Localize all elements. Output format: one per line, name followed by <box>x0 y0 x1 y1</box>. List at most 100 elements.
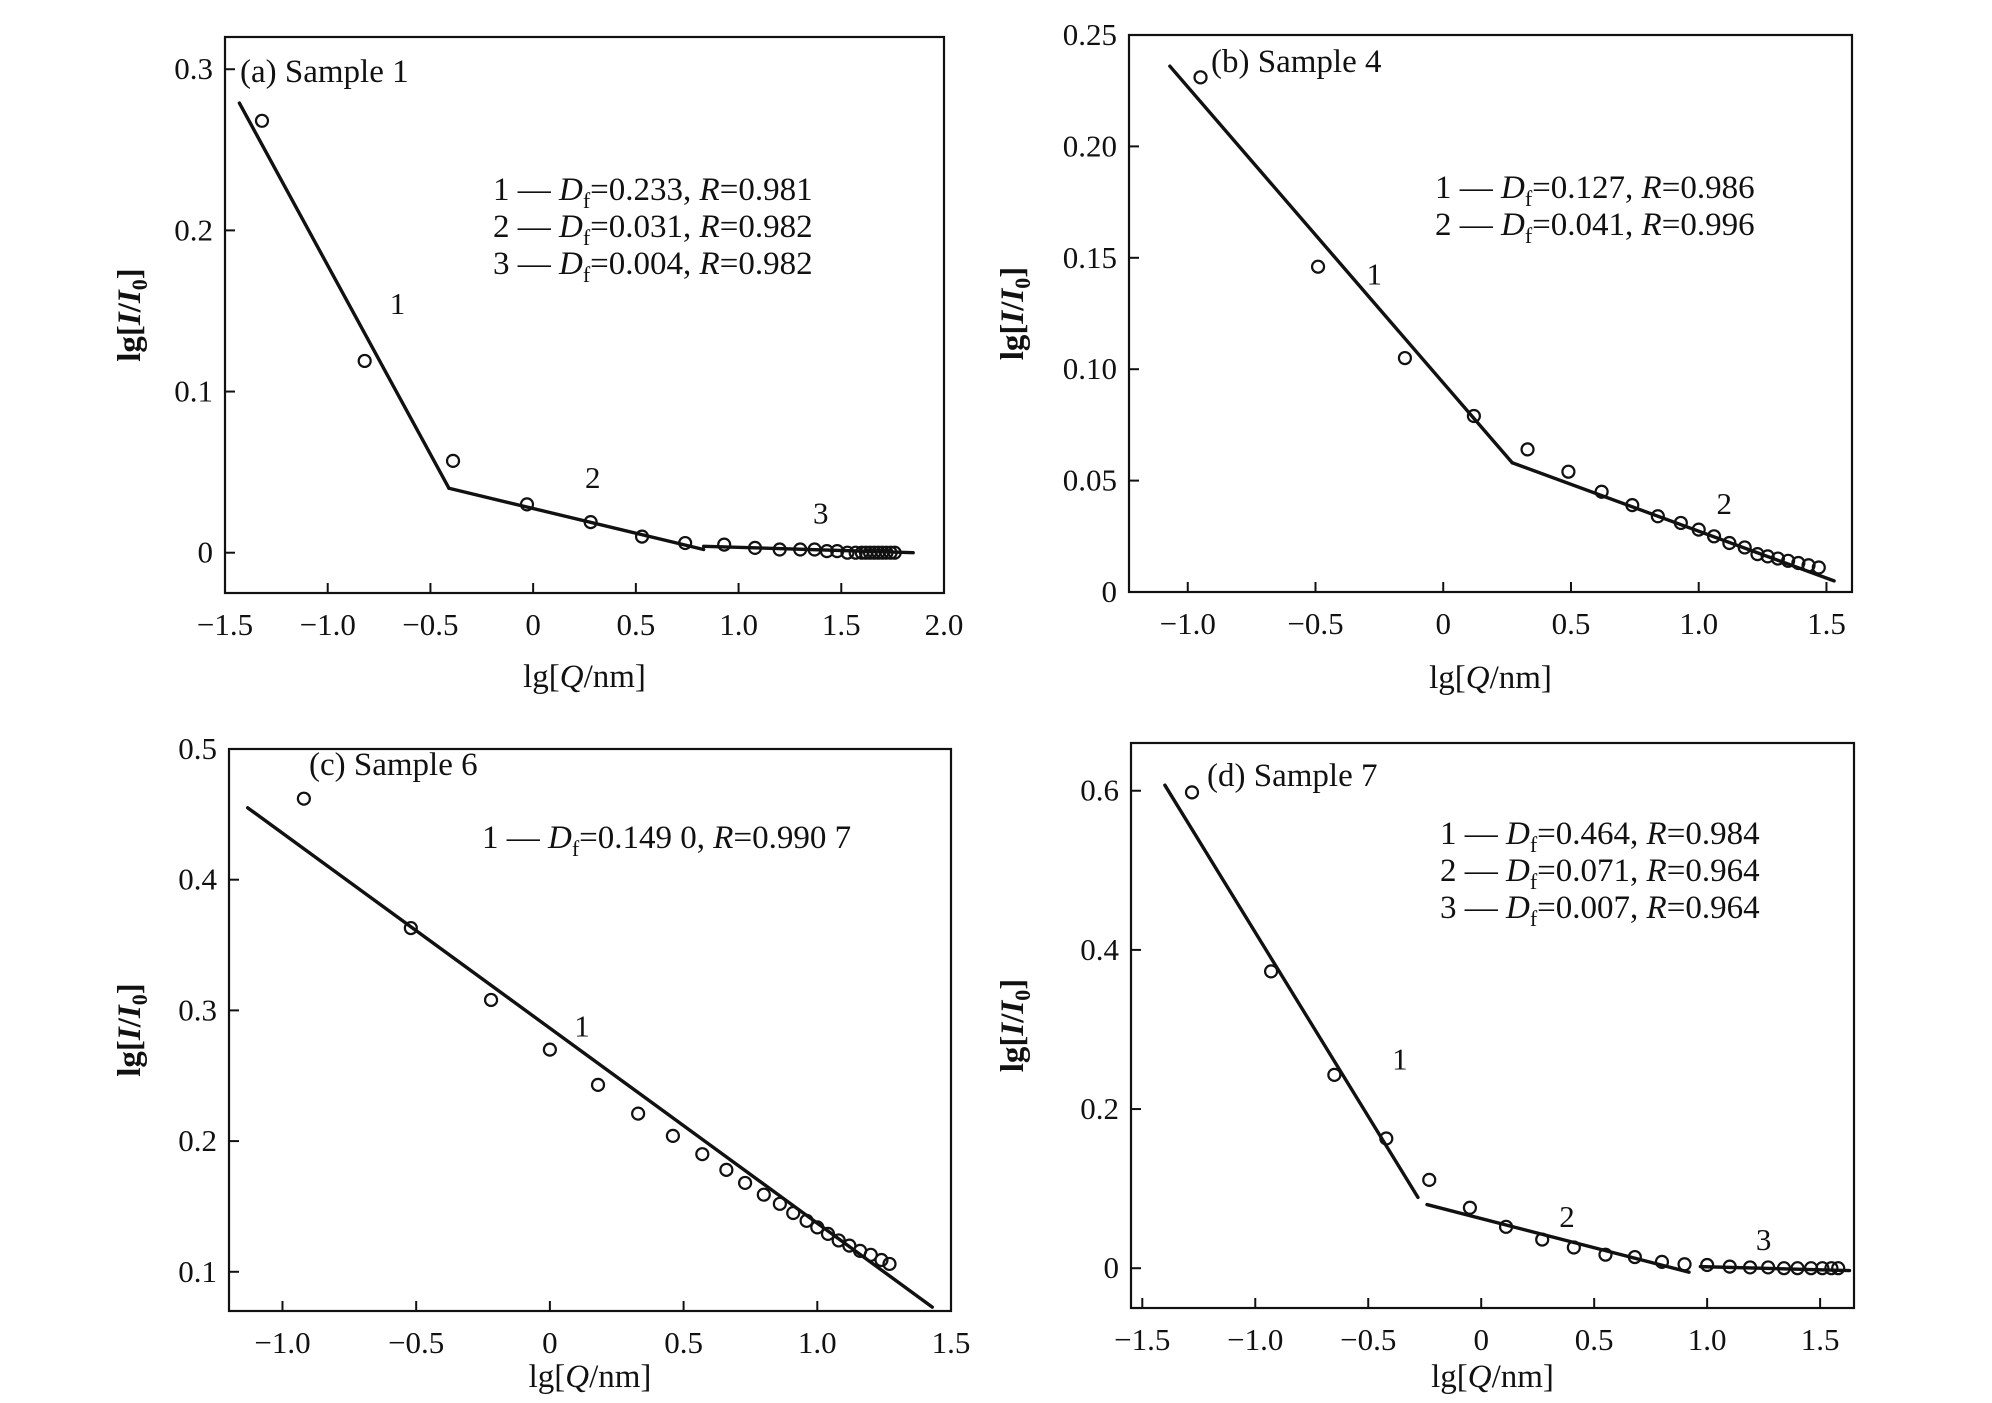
x-tick-label: 0.5 <box>1575 1322 1614 1357</box>
fit-line-2 <box>1510 461 1836 583</box>
data-point <box>483 992 499 1008</box>
fit-line-1 <box>237 101 451 490</box>
data-point <box>848 545 863 560</box>
data-point <box>590 1077 606 1092</box>
data-point <box>799 1213 814 1228</box>
data-point <box>1310 259 1326 274</box>
data-point <box>756 1187 771 1202</box>
fit-label-3: 3 <box>1756 1222 1772 1257</box>
y-tick-label: 0.10 <box>1063 351 1117 386</box>
legend-entry-3: 3 — Df=0.004, R=0.982 <box>493 246 813 287</box>
fit-line-2 <box>447 486 706 552</box>
x-tick-label: −0.5 <box>1340 1322 1396 1357</box>
y-tick-label: 0.3 <box>178 992 217 1027</box>
fit-label-3: 3 <box>813 496 829 531</box>
x-tick-label: −1.0 <box>254 1325 310 1360</box>
data-point <box>1750 547 1765 562</box>
data-point <box>786 1205 801 1221</box>
fit-label-1: 1 <box>1367 257 1383 292</box>
data-point <box>583 514 598 530</box>
y-tick-label: 0.4 <box>1080 932 1119 967</box>
data-point <box>1760 549 1775 564</box>
data-point <box>747 540 763 555</box>
x-tick-label: 0 <box>525 607 541 642</box>
data-point <box>1801 558 1816 573</box>
fit-label-2: 2 <box>1559 1199 1575 1234</box>
y-tick-label: 0.05 <box>1063 463 1117 498</box>
data-point <box>1790 1261 1805 1276</box>
data-point <box>772 542 787 557</box>
x-tick-label: 1.5 <box>932 1325 971 1360</box>
y-tick-label: 0.1 <box>178 1254 217 1289</box>
legend-entry-2: 2 — Df=0.041, R=0.996 <box>1435 207 1755 248</box>
data-point <box>819 543 835 559</box>
x-axis-title: lg[Q/nm] <box>529 1359 652 1395</box>
data-point <box>296 791 311 806</box>
data-point <box>1700 1257 1715 1273</box>
fit-line-1 <box>246 806 934 1309</box>
data-point <box>719 1162 734 1177</box>
data-point <box>1791 555 1806 571</box>
x-tick-label: 1.5 <box>822 607 861 642</box>
data-point <box>882 1256 897 1272</box>
data-point <box>1561 464 1576 479</box>
y-tick-label: 0.25 <box>1063 17 1117 52</box>
data-point <box>1327 1067 1342 1082</box>
data-point <box>879 545 894 560</box>
data-point <box>717 537 732 552</box>
legend-entry-2: 2 — Df=0.071, R=0.964 <box>1440 853 1760 894</box>
fit-line-1 <box>1163 783 1420 1200</box>
data-point <box>695 1147 710 1162</box>
data-point <box>1722 535 1737 551</box>
data-point <box>1422 1172 1437 1187</box>
data-point <box>678 535 693 551</box>
data-point <box>772 1196 787 1211</box>
data-point <box>1770 551 1786 566</box>
y-axis-title: lg[I/I0] <box>112 268 152 362</box>
data-point <box>1737 540 1752 555</box>
data-point <box>1184 785 1200 800</box>
y-tick-label: 0.2 <box>174 212 213 247</box>
x-axis-title: lg[Q/nm] <box>1431 1359 1554 1395</box>
x-tick-label: 1.0 <box>1679 606 1718 641</box>
legend-entry-1: 1 — Df=0.149 0, R=0.990 7 <box>482 820 851 861</box>
fit-label-2: 2 <box>1717 486 1733 521</box>
plot-frame <box>227 747 953 1313</box>
fit-label-2: 2 <box>585 460 601 495</box>
y-axis-title: lg[I/I0] <box>995 267 1035 361</box>
data-point <box>1498 1219 1514 1234</box>
data-point <box>634 529 650 544</box>
y-axis-title: lg[I/I0] <box>995 979 1035 1073</box>
data-point <box>1520 442 1535 457</box>
panel-title: (d) Sample 7 <box>1207 758 1377 794</box>
x-tick-label: −1.0 <box>300 607 356 642</box>
y-axis-title: lg[I/I0] <box>112 983 152 1077</box>
data-point <box>1654 1254 1670 1269</box>
data-point <box>1397 350 1413 366</box>
data-point <box>887 545 902 560</box>
data-point <box>1781 553 1796 568</box>
data-point <box>810 1220 825 1235</box>
fit-label-1: 1 <box>1392 1041 1408 1076</box>
data-point <box>1566 1240 1581 1255</box>
x-axis-title: lg[Q/nm] <box>523 659 646 695</box>
data-point <box>254 113 270 128</box>
panel-b: −1.0 −0.5 0 0.5 1.0 1.5 0 0.05 0.10 0.15 0.20 0.25 1… <box>995 17 1854 696</box>
legend-entry-1: 1 — Df=0.464, R=0.984 <box>1440 816 1760 857</box>
panel-c: −1.0 −0.5 0 0.5 1.0 1.5 0.1 0.2 0.3 0.4 0.5 1 (c) Sa… <box>112 731 970 1395</box>
data-point <box>665 1128 680 1143</box>
data-point <box>840 545 855 560</box>
data-point <box>1535 1232 1550 1247</box>
data-point <box>542 1042 557 1057</box>
x-tick-label: 1.0 <box>719 607 758 642</box>
data-point <box>1677 1257 1692 1272</box>
data-point <box>1598 1247 1613 1262</box>
data-point <box>1673 515 1688 531</box>
data-point <box>1831 1261 1846 1276</box>
plot-frame <box>1129 741 1856 1310</box>
y-tick-label: 0.15 <box>1063 240 1117 275</box>
legend-entry-1: 1 — Df=0.127, R=0.986 <box>1435 170 1755 211</box>
data-point <box>1263 964 1279 979</box>
x-tick-label: −1.5 <box>197 607 253 642</box>
